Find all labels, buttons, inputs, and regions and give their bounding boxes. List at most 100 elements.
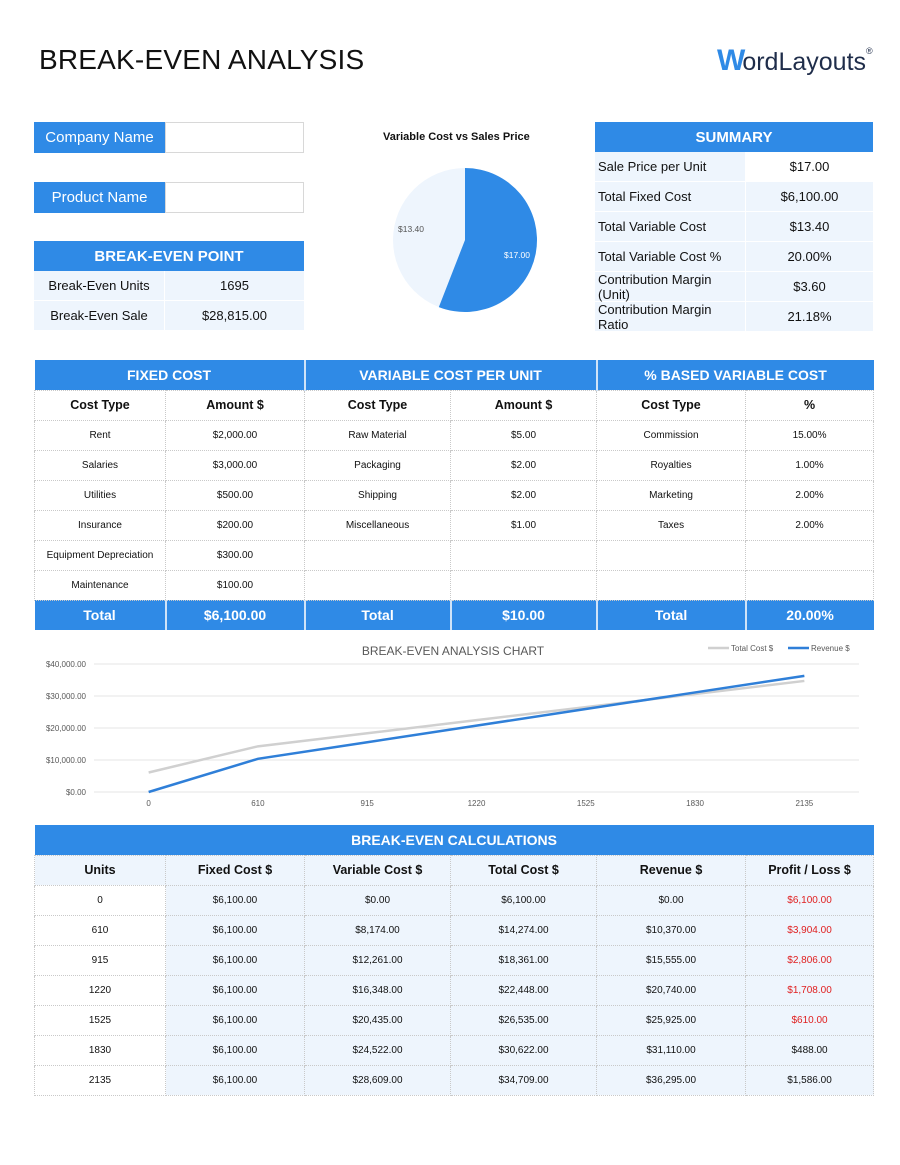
summary-panel: SUMMARY Sale Price per Unit $17.00 Total … bbox=[595, 122, 873, 332]
total-cell: Total bbox=[34, 600, 167, 630]
column-header: Profit / Loss $ bbox=[744, 854, 875, 886]
x-tick-label: 1830 bbox=[686, 799, 704, 808]
table-cell: $100.00 bbox=[164, 569, 306, 601]
table-cell bbox=[745, 569, 875, 601]
break-even-units-label: Break-Even Units bbox=[34, 271, 165, 300]
company-name-field: Company Name bbox=[34, 122, 304, 153]
table-row: 1220 $6,100.00 $16,348.00 $22,448.00 $20,740… bbox=[34, 974, 875, 1006]
summary-value: $3.60 bbox=[746, 272, 873, 301]
percent-variable-cost-header: % BASED VARIABLE COST bbox=[596, 360, 874, 390]
summary-label: Total Variable Cost % bbox=[595, 242, 746, 271]
column-header: Units bbox=[34, 854, 166, 886]
break-even-calculations-table: BREAK-EVEN CALCULATIONS Units Fixed Cost … bbox=[34, 825, 875, 1096]
table-cell: 15.00% bbox=[745, 419, 875, 451]
table-row: 915 $6,100.00 $12,261.00 $18,361.00 $15,555.… bbox=[34, 944, 875, 976]
table-cell: 0 bbox=[34, 884, 166, 916]
table-cell: $36,295.00 bbox=[596, 1064, 746, 1096]
break-even-sale-row: Break-Even Sale $28,815.00 bbox=[34, 301, 304, 331]
table-cell: $1.00 bbox=[450, 509, 598, 541]
x-tick-label: 1525 bbox=[577, 799, 595, 808]
page-title: BREAK-EVEN ANALYSIS bbox=[39, 44, 365, 75]
table-cell bbox=[304, 569, 452, 601]
table-cell: 610 bbox=[34, 914, 166, 946]
table-cell bbox=[450, 539, 598, 571]
column-header: Revenue $ bbox=[596, 854, 746, 886]
table-cell: $18,361.00 bbox=[450, 944, 597, 976]
column-header: Total Cost $ bbox=[450, 854, 597, 886]
pie-slice-sale-price bbox=[438, 168, 537, 312]
table-cell: $6,100.00 bbox=[165, 1004, 305, 1036]
table-cell: Royalties bbox=[596, 449, 747, 481]
summary-title: SUMMARY bbox=[595, 122, 873, 152]
registered-mark: ® bbox=[866, 46, 873, 56]
line-chart-title: BREAK-EVEN ANALYSIS CHART bbox=[362, 644, 545, 658]
summary-value: $13.40 bbox=[746, 212, 873, 241]
column-header: Cost Type bbox=[304, 389, 452, 421]
table-row: Salaries $3,000.00 Packaging $2.00 Royalties… bbox=[34, 449, 875, 481]
profit-loss-cell: $2,806.00 bbox=[744, 944, 875, 976]
table-cell: $6,100.00 bbox=[165, 914, 305, 946]
column-header: Cost Type bbox=[596, 389, 747, 421]
table-cell: Insurance bbox=[34, 509, 166, 541]
y-tick-label: $10,000.00 bbox=[46, 756, 87, 765]
x-tick-label: 915 bbox=[361, 799, 375, 808]
table-row: 1830 $6,100.00 $24,522.00 $30,622.00 $31,110… bbox=[34, 1034, 875, 1066]
table-cell: Equipment Depreciation bbox=[34, 539, 166, 571]
table-cell bbox=[596, 539, 747, 571]
table-cell: Packaging bbox=[304, 449, 452, 481]
column-header: Amount $ bbox=[164, 389, 306, 421]
break-even-sale-label: Break-Even Sale bbox=[34, 301, 165, 330]
table-row: Equipment Depreciation $300.00 bbox=[34, 539, 875, 571]
variable-cost-header: VARIABLE COST PER UNIT bbox=[304, 360, 598, 390]
profit-loss-cell: $488.00 bbox=[744, 1034, 875, 1066]
table-cell: Taxes bbox=[596, 509, 747, 541]
summary-row: Contribution Margin Ratio 21.18% bbox=[595, 302, 873, 332]
company-name-input[interactable] bbox=[165, 122, 304, 153]
summary-label: Total Variable Cost bbox=[595, 212, 746, 241]
table-row: Utilities $500.00 Shipping $2.00 Marketing 2.… bbox=[34, 479, 875, 511]
profit-loss-cell: $1,708.00 bbox=[744, 974, 875, 1006]
company-name-label: Company Name bbox=[34, 122, 165, 153]
table-cell: $10,370.00 bbox=[596, 914, 746, 946]
y-tick-label: $0.00 bbox=[66, 788, 87, 797]
total-cell: Total bbox=[596, 600, 747, 630]
table-row: 610 $6,100.00 $8,174.00 $14,274.00 $10,370.0… bbox=[34, 914, 875, 946]
product-name-label: Product Name bbox=[34, 182, 165, 213]
table-cell: $6,100.00 bbox=[165, 974, 305, 1006]
table-cell: Raw Material bbox=[304, 419, 452, 451]
table-cell: Salaries bbox=[34, 449, 166, 481]
table-cell bbox=[745, 539, 875, 571]
break-even-units-value: 1695 bbox=[220, 278, 249, 293]
table-cell: 2.00% bbox=[745, 509, 875, 541]
table-cell: Marketing bbox=[596, 479, 747, 511]
profit-loss-cell: $610.00 bbox=[744, 1004, 875, 1036]
table-row: Insurance $200.00 Miscellaneous $1.00 Taxes 2… bbox=[34, 509, 875, 541]
table-cell: 1.00% bbox=[745, 449, 875, 481]
table-cell: $2,000.00 bbox=[164, 419, 306, 451]
break-even-sale-value: $28,815.00 bbox=[201, 308, 268, 323]
table-cell: $2.00 bbox=[450, 479, 598, 511]
table-cell: 2.00% bbox=[745, 479, 875, 511]
table-cell: Utilities bbox=[34, 479, 166, 511]
x-tick-label: 2135 bbox=[795, 799, 813, 808]
table-cell: $26,535.00 bbox=[450, 1004, 597, 1036]
table-cell: $0.00 bbox=[596, 884, 746, 916]
table-row: Maintenance $100.00 bbox=[34, 569, 875, 601]
pie-chart-title: Variable Cost vs Sales Price bbox=[383, 131, 530, 143]
logo-text: ordLayouts bbox=[742, 48, 867, 76]
table-cell: $24,522.00 bbox=[304, 1034, 451, 1066]
table-cell: Shipping bbox=[304, 479, 452, 511]
column-header: % bbox=[745, 389, 875, 421]
table-cell: $8,174.00 bbox=[304, 914, 451, 946]
table-row: Rent $2,000.00 Raw Material $5.00 Commission… bbox=[34, 419, 875, 451]
summary-row: Sale Price per Unit $17.00 bbox=[595, 152, 873, 182]
table-cell: $14,274.00 bbox=[450, 914, 597, 946]
table-cell: $6,100.00 bbox=[165, 1064, 305, 1096]
pie-label-variable-cost: $13.40 bbox=[398, 224, 424, 234]
revenue-line bbox=[148, 674, 805, 794]
product-name-input[interactable] bbox=[165, 182, 304, 213]
summary-value: 20.00% bbox=[746, 242, 873, 271]
variable-cost-pie-chart: $13.40 $17.00 bbox=[393, 168, 537, 312]
total-cell: $6,100.00 bbox=[165, 600, 306, 630]
column-header: Variable Cost $ bbox=[304, 854, 451, 886]
